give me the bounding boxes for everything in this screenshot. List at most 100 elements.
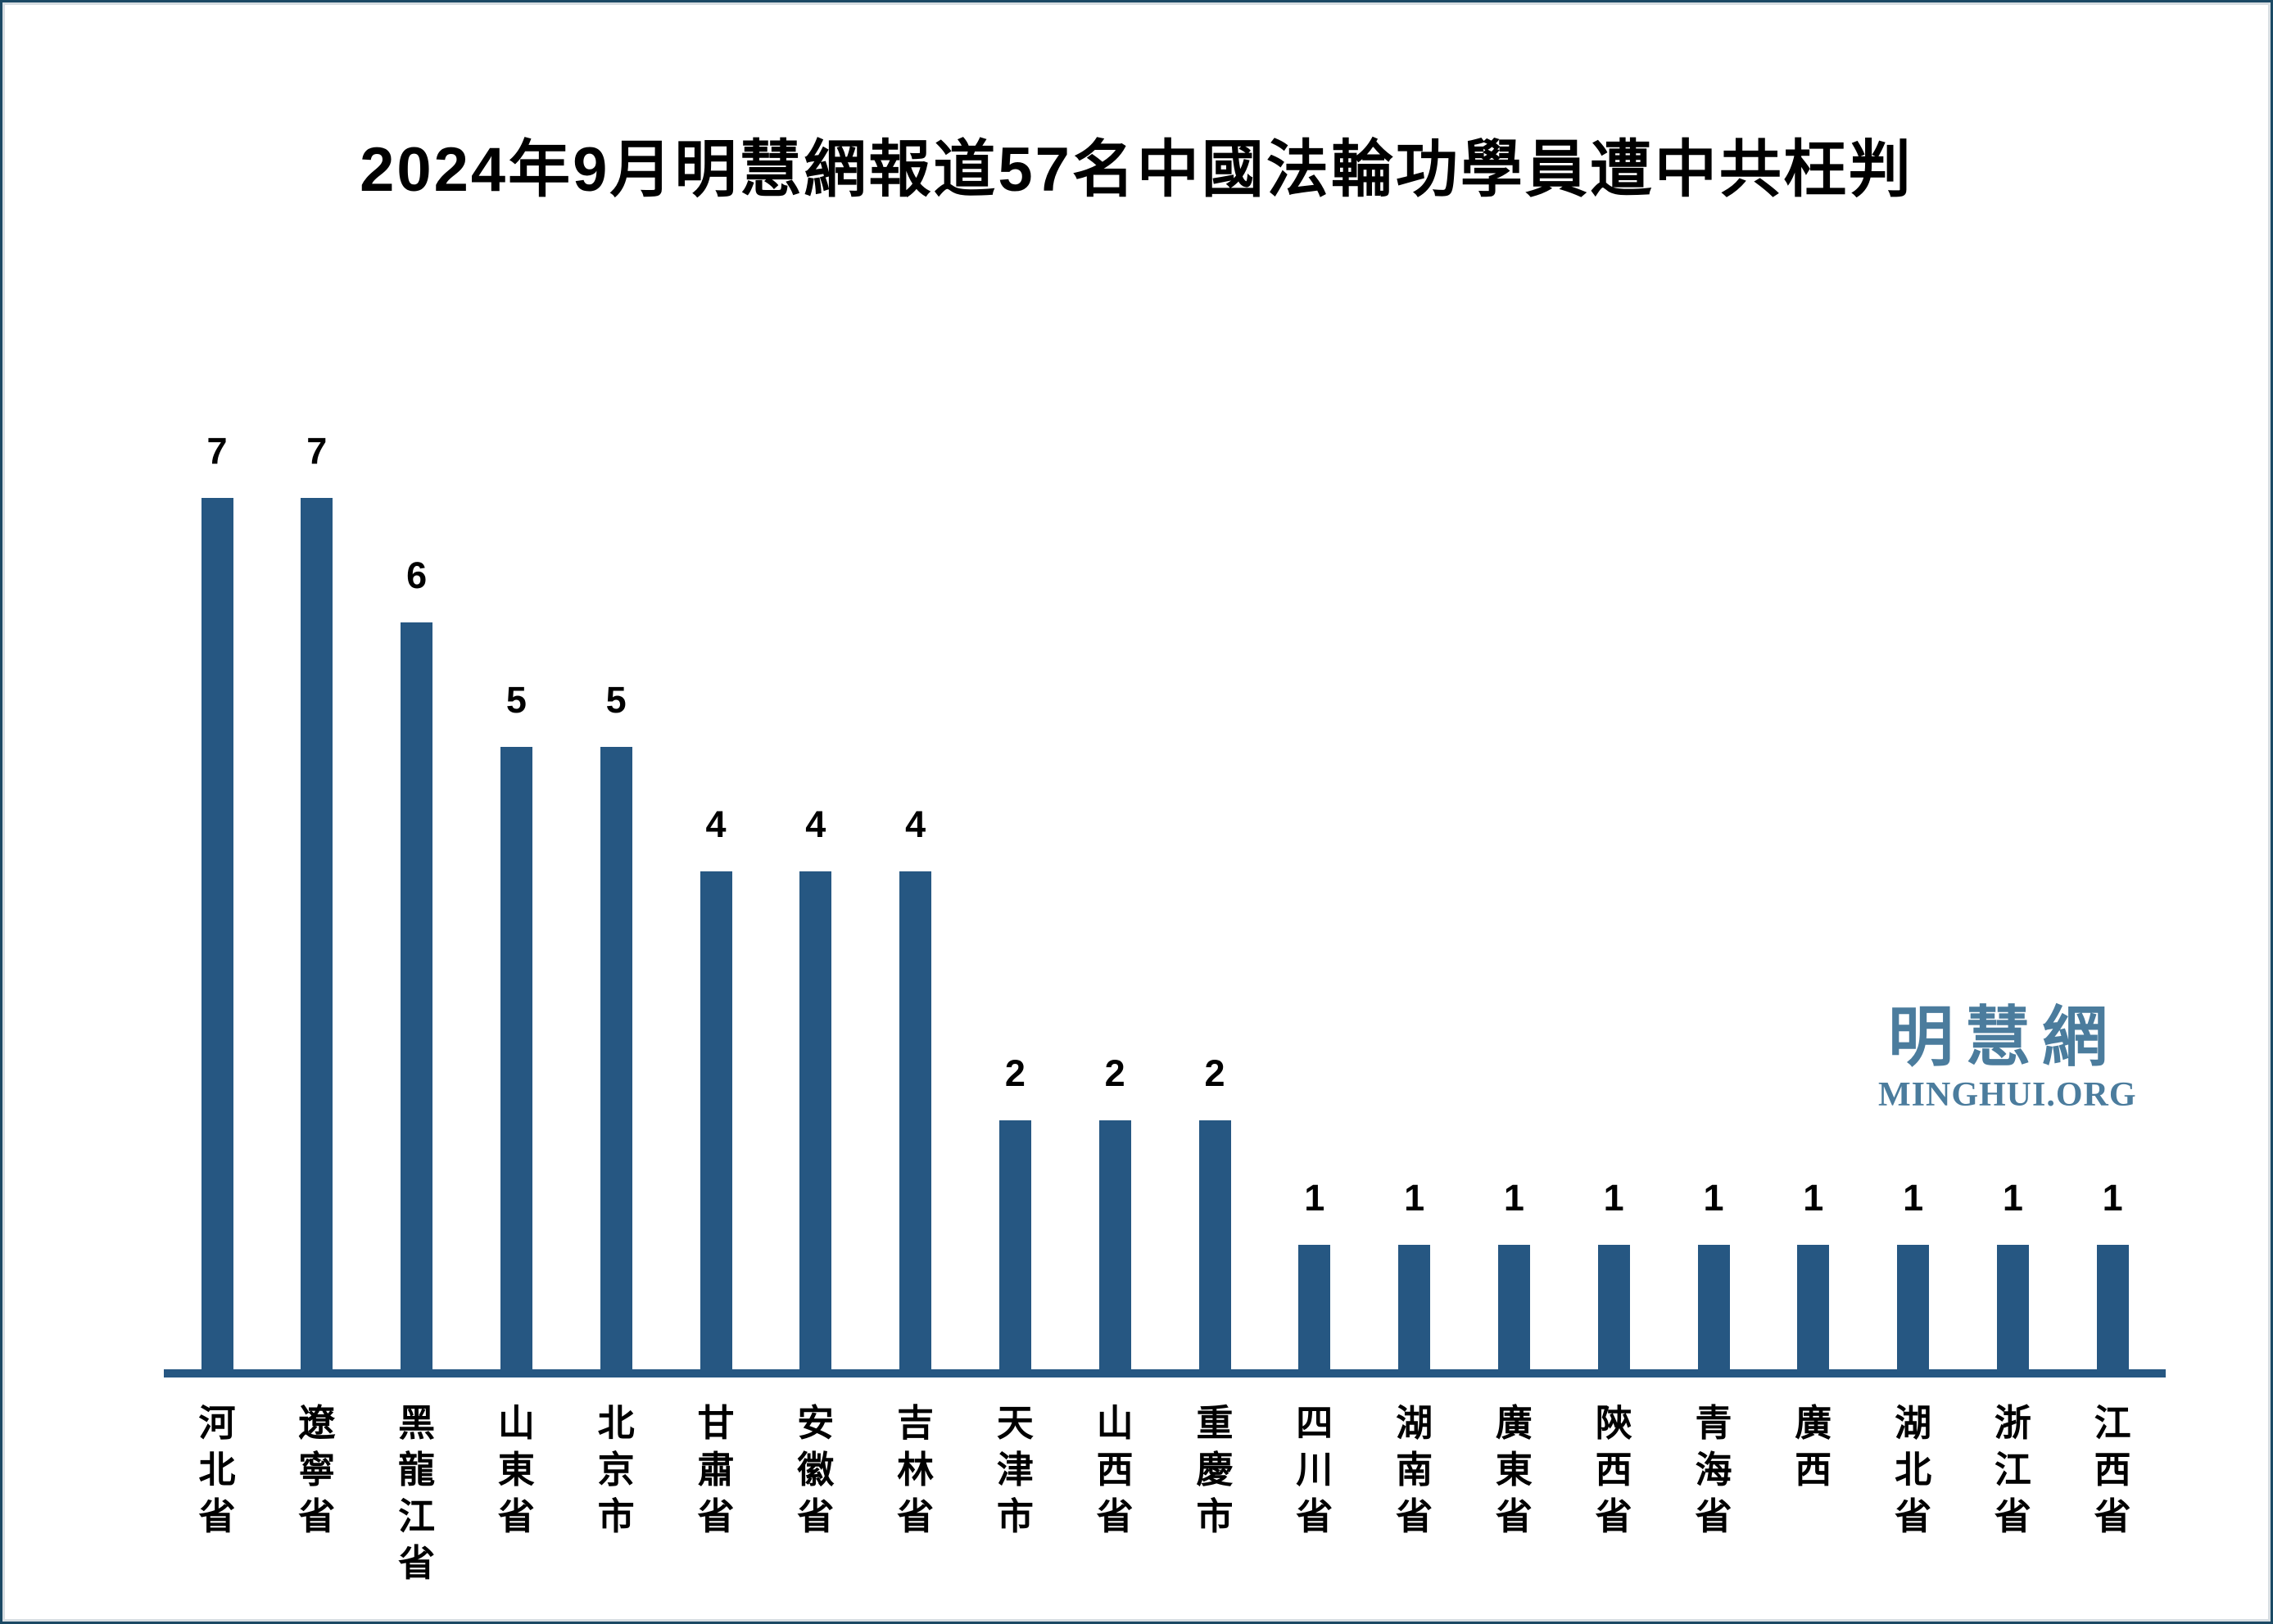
bar — [998, 1120, 1031, 1369]
category-char: 省 — [398, 1542, 436, 1584]
category-char: 林 — [897, 1449, 935, 1491]
category-char: 廣 — [1495, 1402, 1533, 1444]
category-char: 江 — [2094, 1402, 2131, 1444]
category-char: 北 — [1895, 1449, 1932, 1491]
category-char: 省 — [797, 1495, 835, 1537]
bar — [301, 498, 333, 1369]
bar-category-label: 山西省 — [1066, 1400, 1164, 1540]
bar-value-label: 7 — [206, 430, 228, 472]
bar — [1198, 1120, 1231, 1369]
category-char: 四 — [1296, 1402, 1333, 1444]
category-char: 廣 — [1795, 1402, 1832, 1444]
category-char: 省 — [697, 1495, 735, 1537]
bar-value-label: 2 — [1204, 1052, 1225, 1094]
bar-category-label: 北京市 — [567, 1400, 665, 1540]
category-char: 湖 — [1895, 1402, 1932, 1444]
category-char: 湖 — [1396, 1402, 1433, 1444]
x-axis-line — [164, 1369, 2166, 1377]
category-char: 青 — [1695, 1402, 1732, 1444]
bar-value-label: 1 — [1603, 1177, 1624, 1219]
category-char: 市 — [597, 1495, 635, 1537]
category-char: 西 — [1795, 1449, 1832, 1491]
bar-category-label: 河北省 — [168, 1400, 266, 1540]
bar — [201, 498, 233, 1369]
category-char: 安 — [797, 1402, 835, 1444]
category-char: 京 — [597, 1449, 635, 1491]
bar-category-label: 安徽省 — [767, 1400, 865, 1540]
bar — [1697, 1245, 1730, 1369]
category-char: 市 — [1196, 1495, 1234, 1537]
bar — [401, 622, 433, 1369]
bar-value-label: 1 — [1903, 1177, 1924, 1219]
bar-category-label: 廣西 — [1764, 1400, 1863, 1493]
bar-category-label: 湖南省 — [1365, 1400, 1464, 1540]
bar-value-label: 1 — [1404, 1177, 1425, 1219]
category-char: 江 — [1994, 1449, 2031, 1491]
category-char: 東 — [1495, 1449, 1533, 1491]
bar-value-label: 1 — [1503, 1177, 1524, 1219]
bar-category-label: 廣東省 — [1465, 1400, 1563, 1540]
bar-category-label: 吉林省 — [867, 1400, 965, 1540]
category-char: 西 — [2094, 1449, 2131, 1491]
category-char: 北 — [597, 1402, 635, 1444]
chart-title: 2024年9月明慧網報道57名中國法輪功學員遭中共枉判 — [360, 135, 1913, 205]
bar — [1996, 1245, 2029, 1369]
bar-category-label: 天津市 — [966, 1400, 1064, 1540]
category-char: 寧 — [298, 1449, 336, 1491]
category-char: 北 — [198, 1449, 236, 1491]
category-char: 省 — [1595, 1495, 1632, 1537]
category-char: 省 — [198, 1495, 236, 1537]
bar-value-label: 1 — [1803, 1177, 1824, 1219]
bar-value-label: 4 — [905, 803, 926, 845]
bar-category-label: 青海省 — [1664, 1400, 1763, 1540]
bar-category-label: 重慶市 — [1166, 1400, 1264, 1540]
bar-category-label: 甘肅省 — [667, 1400, 765, 1540]
category-char: 省 — [1695, 1495, 1732, 1537]
category-char: 山 — [497, 1402, 535, 1444]
bar-value-label: 1 — [2002, 1177, 2023, 1219]
bar-category-label: 陝西省 — [1564, 1400, 1663, 1540]
category-char: 重 — [1196, 1402, 1234, 1444]
bar-category-label: 遼寧省 — [268, 1400, 366, 1540]
category-char: 河 — [198, 1402, 236, 1444]
category-char: 西 — [1096, 1449, 1134, 1491]
bar-value-label: 1 — [1304, 1177, 1325, 1219]
bar-category-label: 江西省 — [2063, 1400, 2162, 1540]
bar — [1897, 1245, 1930, 1369]
bar-value-label: 5 — [605, 679, 627, 721]
minghui-watermark: 明慧網 MINGHUI.ORG — [1878, 1001, 2137, 1114]
category-char: 西 — [1595, 1449, 1632, 1491]
watermark-url: MINGHUI.ORG — [1878, 1076, 2137, 1114]
bar — [500, 747, 532, 1369]
category-char: 津 — [996, 1449, 1034, 1491]
bar — [1398, 1245, 1431, 1369]
watermark-chinese-logo: 明慧網 — [1888, 1001, 2119, 1074]
bar — [1098, 1120, 1131, 1369]
category-char: 省 — [897, 1495, 935, 1537]
bar-category-label: 黑龍江省 — [368, 1400, 466, 1586]
category-char: 甘 — [697, 1402, 735, 1444]
bar — [899, 871, 932, 1369]
bar — [1597, 1245, 1630, 1369]
bar-value-label: 6 — [406, 554, 428, 596]
category-char: 徽 — [797, 1449, 835, 1491]
bar — [600, 747, 632, 1369]
category-char: 省 — [2094, 1495, 2131, 1537]
bar-value-label: 2 — [1104, 1052, 1125, 1094]
category-char: 省 — [1396, 1495, 1433, 1537]
category-char: 龍 — [398, 1449, 436, 1491]
bar-value-label: 4 — [805, 803, 826, 845]
bar-value-label: 7 — [306, 430, 328, 472]
category-char: 浙 — [1994, 1402, 2031, 1444]
category-char: 海 — [1695, 1449, 1732, 1491]
bar — [1497, 1245, 1530, 1369]
category-char: 省 — [497, 1495, 535, 1537]
category-char: 市 — [996, 1495, 1034, 1537]
category-char: 肅 — [697, 1449, 735, 1491]
bar-category-label: 四川省 — [1266, 1400, 1364, 1540]
category-char: 吉 — [897, 1402, 935, 1444]
category-char: 省 — [1296, 1495, 1333, 1537]
category-char: 川 — [1296, 1449, 1333, 1491]
category-char: 省 — [1096, 1495, 1134, 1537]
